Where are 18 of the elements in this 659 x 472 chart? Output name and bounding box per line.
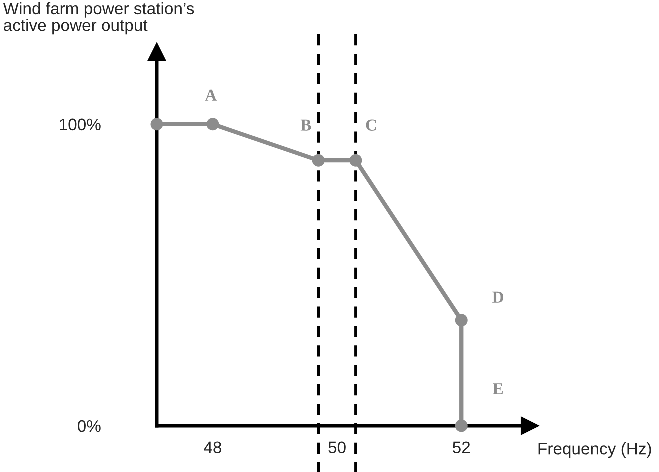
point — [350, 154, 362, 167]
x-axis-title: Frequency (Hz) — [538, 442, 652, 458]
annotation: B — [300, 120, 312, 131]
point — [455, 314, 468, 327]
point — [206, 118, 220, 131]
annotation: E — [493, 384, 503, 394]
annotation: A — [205, 90, 217, 101]
x-tick-label: 50 — [328, 442, 346, 454]
annotation: D — [492, 292, 504, 303]
point — [455, 420, 468, 432]
annotation: C — [366, 120, 376, 131]
x-tick-label: 52 — [453, 442, 470, 454]
x-tick-label: 48 — [204, 442, 222, 454]
y-tick-label: 0% — [78, 420, 101, 432]
y-axis-title: Wind farm power station’s active power output — [3, 2, 194, 35]
point — [312, 154, 325, 167]
y-tick-label: 100% — [60, 118, 101, 131]
point — [150, 118, 164, 131]
